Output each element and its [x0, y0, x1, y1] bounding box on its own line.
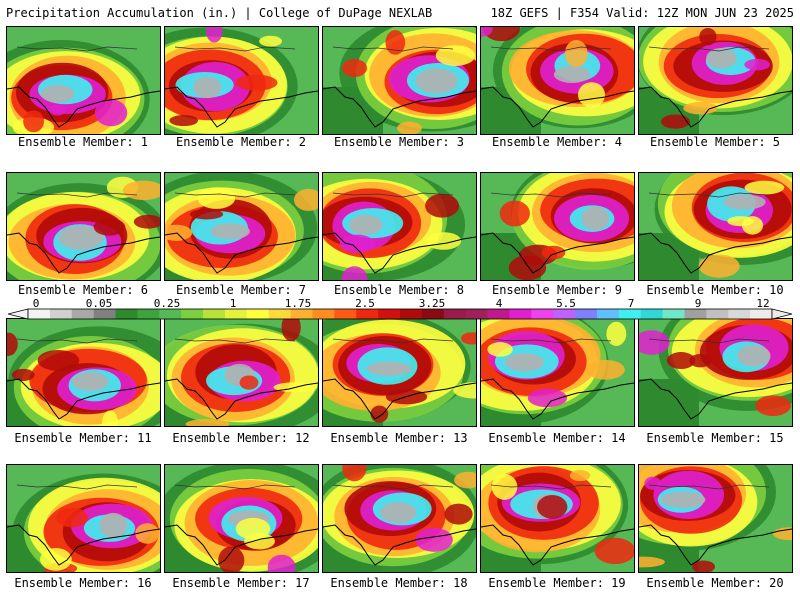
panel-member-9	[480, 172, 635, 281]
colorbar-tick-label: 12	[756, 297, 770, 310]
colorbar-tick-label: 0.05	[85, 297, 113, 310]
member-label-18: Ensemble Member: 18	[330, 576, 468, 590]
colorbar-tick-label: 1	[229, 297, 237, 310]
panel-member-6	[6, 172, 161, 281]
member-label-20: Ensemble Member: 20	[646, 576, 784, 590]
colorbar	[8, 308, 792, 320]
member-label-6: Ensemble Member: 6	[17, 283, 149, 297]
panel-member-17	[164, 464, 319, 573]
panel-member-18	[322, 464, 477, 573]
member-label-15: Ensemble Member: 15	[646, 431, 784, 445]
title-right: 18Z GEFS | F354 Valid: 12Z MON JUN 23 20…	[490, 6, 794, 20]
member-label-19: Ensemble Member: 19	[488, 576, 626, 590]
panel-member-10	[638, 172, 793, 281]
member-label-5: Ensemble Member: 5	[649, 135, 781, 149]
panel-member-7	[164, 172, 319, 281]
colorbar-tick-label: 2.5	[355, 297, 375, 310]
panel-member-13	[322, 318, 477, 427]
member-label-4: Ensemble Member: 4	[491, 135, 623, 149]
colorbar-tick-label: 0	[32, 297, 40, 310]
colorbar-tick-label: 1.75	[284, 297, 312, 310]
panel-member-8	[322, 172, 477, 281]
member-label-1: Ensemble Member: 1	[17, 135, 149, 149]
member-label-11: Ensemble Member: 11	[14, 431, 152, 445]
member-label-13: Ensemble Member: 13	[330, 431, 468, 445]
colorbar-tick-label: 9	[694, 297, 702, 310]
member-label-10: Ensemble Member: 10	[646, 283, 784, 297]
member-label-8: Ensemble Member: 8	[333, 283, 465, 297]
title-left: Precipitation Accumulation (in.) | Colle…	[6, 6, 433, 20]
panel-member-5	[638, 26, 793, 135]
panel-member-14	[480, 318, 635, 427]
member-label-7: Ensemble Member: 7	[175, 283, 307, 297]
colorbar-tick-label: 5.5	[556, 297, 576, 310]
panel-member-2	[164, 26, 319, 135]
colorbar-tick-label: 7	[627, 297, 635, 310]
member-label-12: Ensemble Member: 12	[172, 431, 310, 445]
panel-member-3	[322, 26, 477, 135]
panel-member-19	[480, 464, 635, 573]
panel-member-4	[480, 26, 635, 135]
colorbar-tick-label: 3.25	[418, 297, 446, 310]
panel-member-16	[6, 464, 161, 573]
panel-member-15	[638, 318, 793, 427]
member-label-14: Ensemble Member: 14	[488, 431, 626, 445]
panel-member-1	[6, 26, 161, 135]
member-label-17: Ensemble Member: 17	[172, 576, 310, 590]
member-label-9: Ensemble Member: 9	[491, 283, 623, 297]
panel-member-12	[164, 318, 319, 427]
panel-member-11	[6, 318, 161, 427]
member-label-16: Ensemble Member: 16	[14, 576, 152, 590]
member-label-3: Ensemble Member: 3	[333, 135, 465, 149]
member-label-2: Ensemble Member: 2	[175, 135, 307, 149]
colorbar-tick-label: 4	[495, 297, 503, 310]
panel-member-20	[638, 464, 793, 573]
colorbar-tick-label: 0.25	[153, 297, 181, 310]
